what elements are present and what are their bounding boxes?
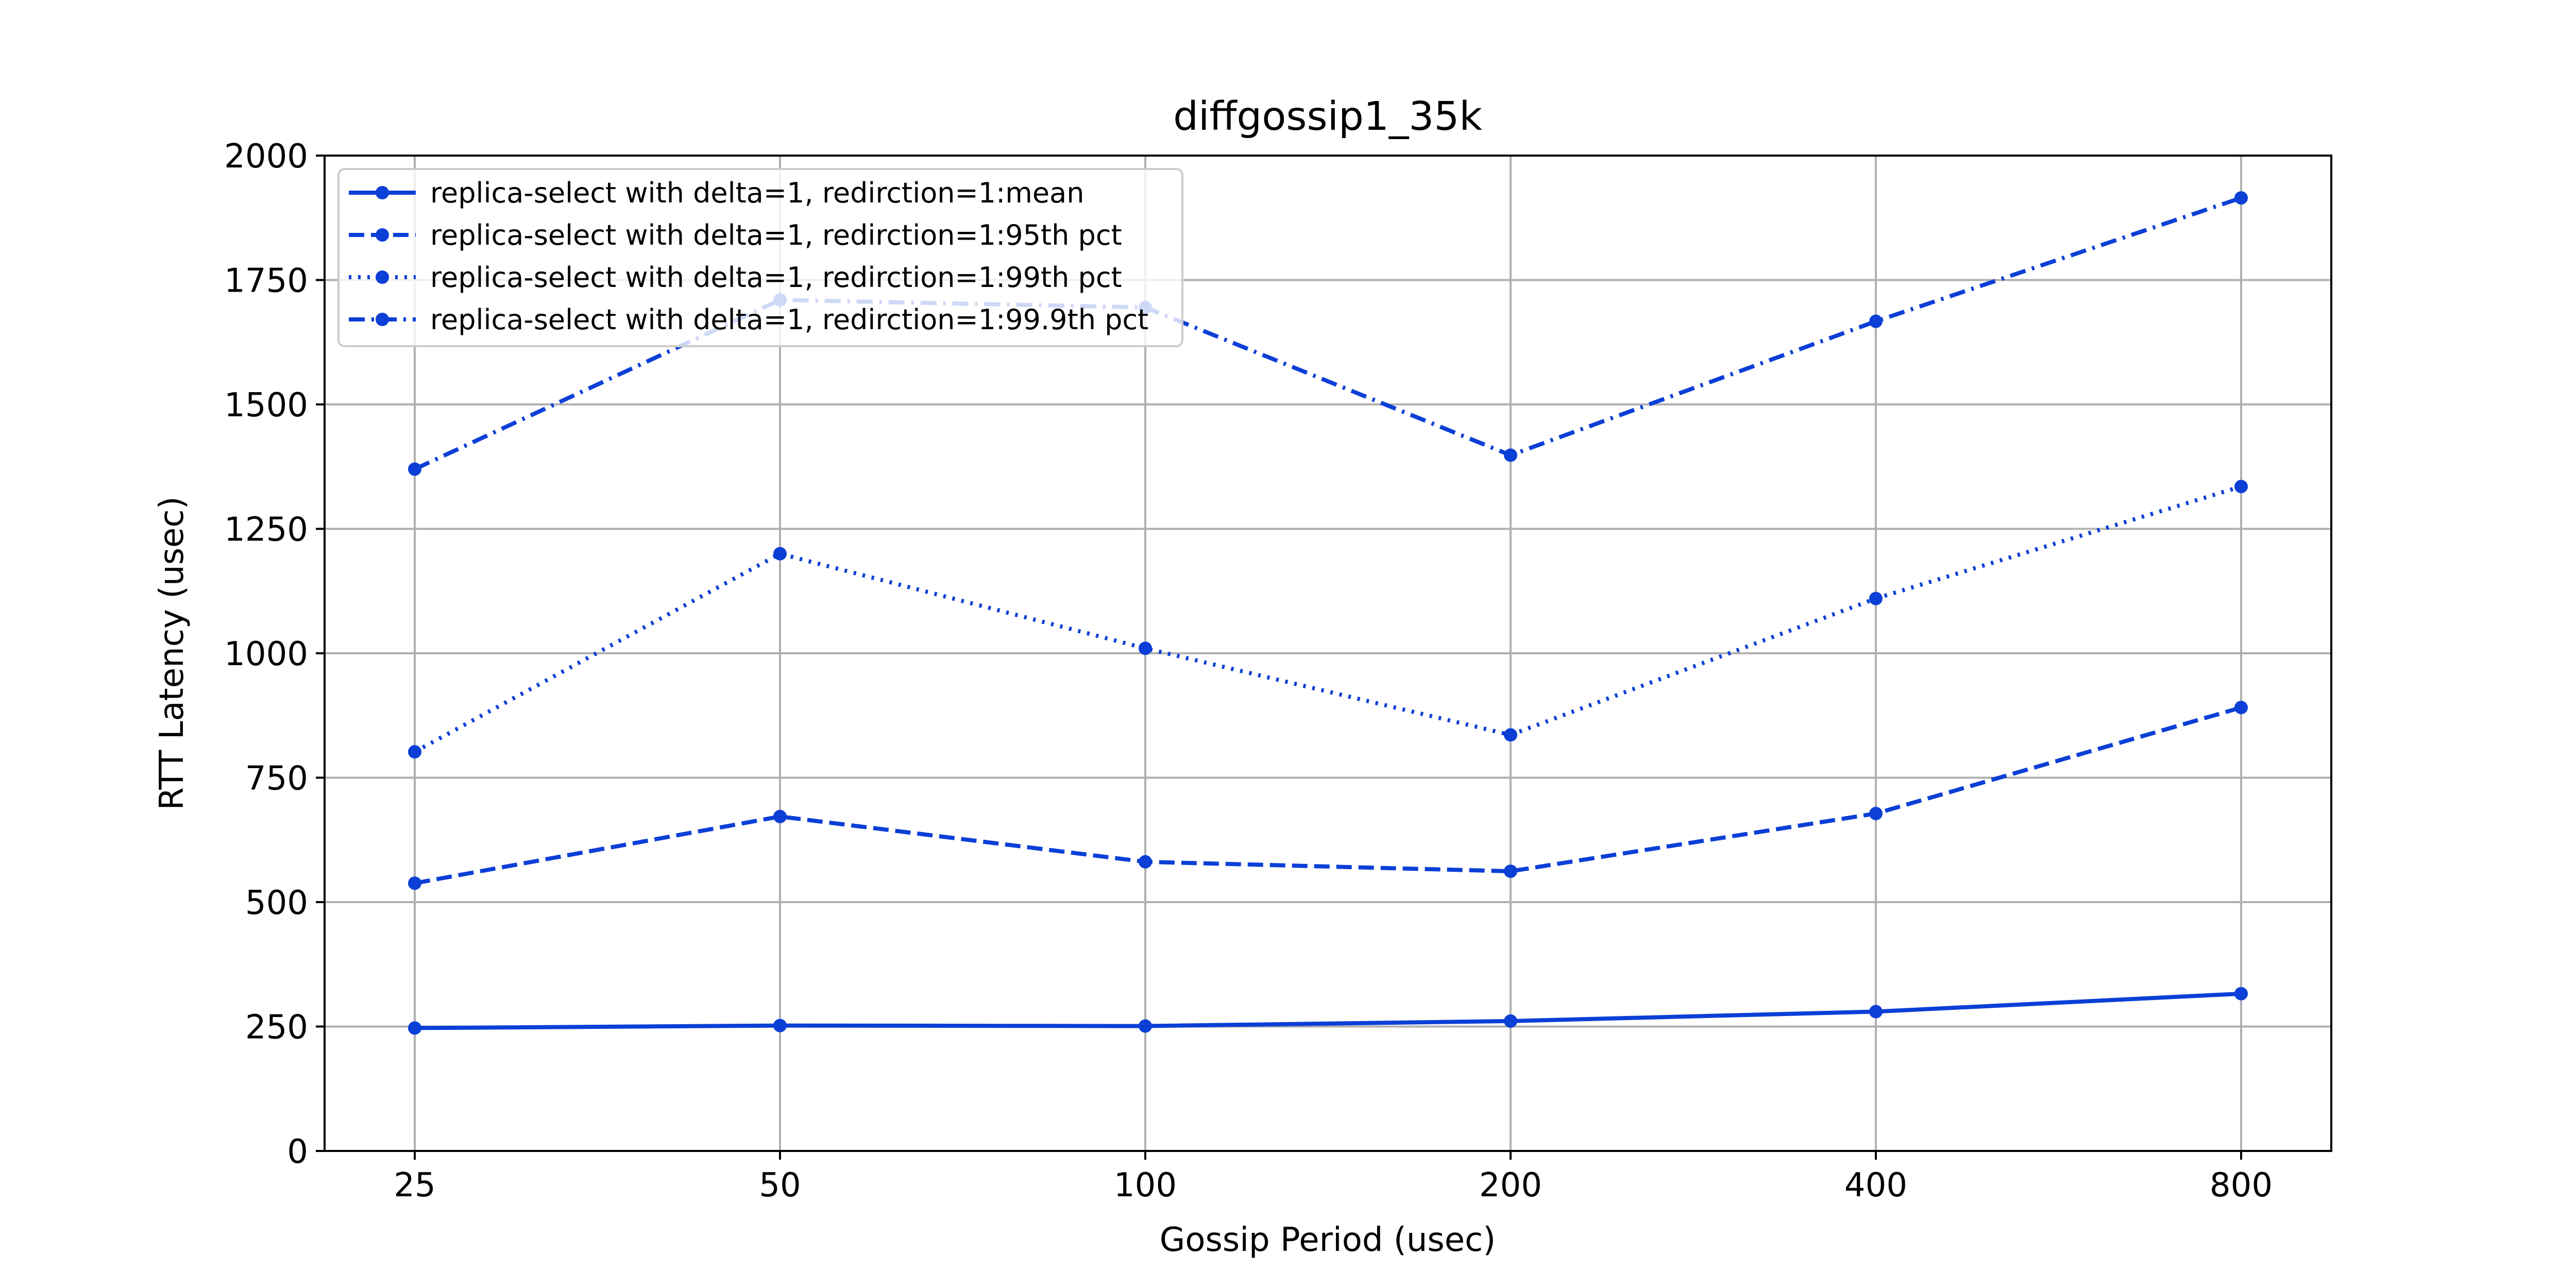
data-point (773, 547, 787, 561)
data-point (1504, 1014, 1517, 1028)
legend-label: replica-select with delta=1, redirction=… (430, 261, 1122, 294)
legend-item: replica-select with delta=1, redirction=… (349, 261, 1122, 294)
data-point (773, 809, 787, 823)
series-line (414, 705, 2242, 886)
legend-marker (376, 186, 389, 199)
y-tick-label: 750 (245, 760, 308, 798)
legend-marker (376, 270, 389, 284)
series-line (414, 196, 2242, 471)
series-line (414, 991, 2242, 1030)
data-point (1139, 855, 1152, 869)
data-point (1504, 865, 1517, 878)
y-tick-label: 1500 (224, 386, 308, 425)
x-tick-label: 400 (1844, 1166, 1907, 1205)
data-point (1139, 1019, 1152, 1033)
x-tick-label: 200 (1479, 1166, 1542, 1205)
data-point (408, 876, 421, 890)
data-point (1504, 448, 1517, 462)
y-tick-label: 0 (287, 1133, 308, 1171)
data-point (1869, 591, 1883, 605)
data-point (773, 1019, 787, 1032)
data-point (2234, 701, 2248, 715)
legend-label: replica-select with delta=1, redirction=… (430, 303, 1148, 336)
series-group (408, 191, 2248, 1035)
data-point (2234, 480, 2248, 494)
data-point (1869, 807, 1883, 821)
y-tick-label: 500 (245, 884, 308, 922)
x-axis: 25 50 100 200 400 800 (394, 1151, 2273, 1205)
data-point (1504, 728, 1517, 742)
legend-marker (376, 228, 389, 242)
y-tick-label: 1000 (224, 635, 308, 673)
series-2 (408, 701, 2248, 890)
data-point (2234, 191, 2248, 205)
x-tick-label: 50 (759, 1166, 801, 1205)
series-3 (408, 480, 2248, 759)
data-point (1869, 314, 1883, 328)
legend-label: replica-select with delta=1, redirction=… (430, 219, 1122, 251)
y-axis: 0 250 500 750 1000 1250 1500 1750 2000 (224, 138, 325, 1171)
x-tick-label: 800 (2210, 1166, 2273, 1205)
series-1 (408, 987, 2248, 1035)
data-point (408, 745, 421, 759)
x-tick-label: 100 (1114, 1166, 1177, 1205)
legend-item: replica-select with delta=1, redirction=… (349, 219, 1122, 251)
data-point (1139, 641, 1152, 655)
legend-frame (337, 168, 1183, 347)
legend-item: replica-select with delta=1, redirction=… (349, 177, 1084, 209)
y-tick-label: 1250 (224, 511, 308, 549)
data-point (408, 1021, 421, 1035)
x-axis-label: Gossip Period (usec) (1160, 1221, 1496, 1259)
y-tick-label: 2000 (224, 138, 308, 176)
y-tick-label: 250 (245, 1009, 308, 1047)
y-tick-label: 1750 (224, 262, 308, 300)
y-axis-label: RTT Latency (usec) (153, 497, 191, 810)
data-point (1869, 1005, 1883, 1019)
x-tick-label: 25 (394, 1166, 435, 1205)
chart-title: diffgossip1_35k (1173, 94, 1482, 140)
data-point (408, 462, 421, 476)
legend: replica-select with delta=1, redirction=… (337, 168, 1183, 347)
legend-label: replica-select with delta=1, redirction=… (430, 177, 1084, 209)
legend-marker (376, 313, 389, 326)
legend-item: replica-select with delta=1, redirction=… (349, 303, 1148, 336)
data-point (2234, 987, 2248, 1001)
